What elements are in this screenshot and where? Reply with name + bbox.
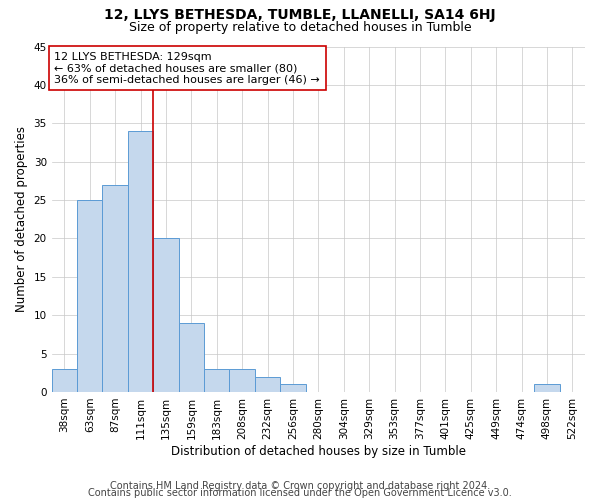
Text: 12 LLYS BETHESDA: 129sqm
← 63% of detached houses are smaller (80)
36% of semi-d: 12 LLYS BETHESDA: 129sqm ← 63% of detach…: [55, 52, 320, 85]
Bar: [280, 384, 305, 392]
Bar: [255, 376, 280, 392]
Text: Contains public sector information licensed under the Open Government Licence v3: Contains public sector information licen…: [88, 488, 512, 498]
X-axis label: Distribution of detached houses by size in Tumble: Distribution of detached houses by size …: [171, 444, 466, 458]
Bar: [103, 184, 128, 392]
Bar: [534, 384, 560, 392]
Bar: [229, 369, 255, 392]
Text: Contains HM Land Registry data © Crown copyright and database right 2024.: Contains HM Land Registry data © Crown c…: [110, 481, 490, 491]
Bar: [179, 323, 204, 392]
Bar: [52, 369, 77, 392]
Text: 12, LLYS BETHESDA, TUMBLE, LLANELLI, SA14 6HJ: 12, LLYS BETHESDA, TUMBLE, LLANELLI, SA1…: [104, 8, 496, 22]
Y-axis label: Number of detached properties: Number of detached properties: [15, 126, 28, 312]
Bar: [204, 369, 229, 392]
Text: Size of property relative to detached houses in Tumble: Size of property relative to detached ho…: [128, 21, 472, 34]
Bar: [153, 238, 179, 392]
Bar: [128, 131, 153, 392]
Bar: [77, 200, 103, 392]
